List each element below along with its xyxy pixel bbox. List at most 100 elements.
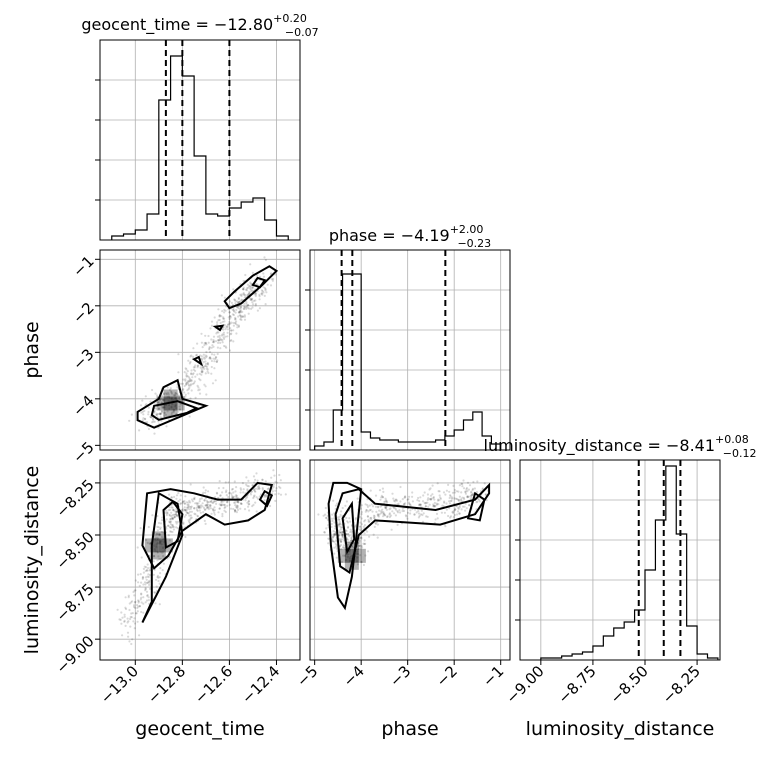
scatter-point <box>177 395 180 399</box>
scatter-point <box>173 516 176 519</box>
scatter-point <box>123 619 126 623</box>
scatter-point <box>227 316 230 319</box>
scatter-point <box>136 606 139 610</box>
scatter-point <box>221 333 224 336</box>
scatter-point <box>188 377 191 380</box>
scatter-point <box>180 403 183 406</box>
scatter-point <box>378 509 381 512</box>
marginal-panel-phase <box>305 249 511 451</box>
scatter-point <box>339 523 342 526</box>
scatter-point <box>204 341 207 344</box>
scatter-point <box>142 567 145 571</box>
scatter-point <box>212 501 215 504</box>
scatter-point <box>381 496 385 499</box>
scatter-point <box>133 606 137 610</box>
scatter-point <box>163 392 166 395</box>
scatter-point <box>253 490 256 493</box>
scatter-point <box>456 497 459 501</box>
scatter-point <box>190 505 193 508</box>
scatter-point <box>191 500 194 503</box>
scatter-point <box>183 509 186 512</box>
scatter-point <box>138 605 141 608</box>
scatter-point <box>260 292 263 295</box>
scatter-point <box>190 373 193 376</box>
scatter-point <box>406 498 409 501</box>
scatter-point <box>337 523 341 526</box>
scatter-point <box>483 482 486 485</box>
scatter-point <box>127 594 130 597</box>
scatter-point <box>207 506 210 509</box>
scatter-point <box>198 392 202 395</box>
scatter-point <box>205 365 209 368</box>
scatter-point <box>251 505 254 508</box>
scatter-point <box>331 513 334 516</box>
density-cell <box>337 555 345 563</box>
scatter-point <box>279 486 282 490</box>
ylabel-phase: phase <box>21 321 43 378</box>
scatter-point <box>227 492 230 495</box>
scatter-point <box>124 606 127 609</box>
scatter-point <box>334 542 337 545</box>
scatter-point <box>192 347 195 350</box>
x-tick-label: −9.00 <box>502 662 547 707</box>
scatter-point <box>274 499 277 502</box>
scatter-point <box>194 396 197 399</box>
scatter-point <box>254 299 257 302</box>
scatter-point <box>229 316 232 319</box>
scatter-point <box>176 392 179 395</box>
scatter-point <box>157 555 160 558</box>
scatter-point <box>147 427 150 431</box>
scatter-point <box>332 499 335 502</box>
scatter-point <box>325 527 328 530</box>
scatter-point <box>157 533 160 536</box>
scatter-point <box>195 353 198 356</box>
scatter-point <box>188 510 192 513</box>
scatter-point <box>433 504 436 507</box>
scatter-point <box>171 517 174 520</box>
scatter-point <box>461 505 465 508</box>
scatter-point <box>142 596 145 599</box>
scatter-point <box>350 539 353 542</box>
scatter-point <box>185 382 188 386</box>
scatter-point <box>162 536 165 539</box>
density-cell <box>151 531 159 539</box>
scatter-point <box>264 288 267 291</box>
scatter-point <box>186 381 189 384</box>
scatter-point <box>177 353 180 356</box>
scatter-point <box>272 277 275 281</box>
scatter-point <box>221 320 224 323</box>
scatter-point <box>263 287 267 290</box>
scatter-point <box>220 315 223 318</box>
scatter-point <box>243 302 246 305</box>
scatter-point <box>204 491 207 494</box>
scatter-point <box>333 517 336 520</box>
scatter-point <box>244 294 247 297</box>
scatter-point <box>160 394 164 397</box>
scatter-point <box>384 507 387 510</box>
contour <box>141 481 274 570</box>
scatter-point <box>197 506 200 509</box>
scatter-point <box>186 503 189 506</box>
x-tick-label: −1 <box>479 662 507 690</box>
scatter-point <box>243 305 246 308</box>
scatter-point <box>204 522 207 526</box>
scatter-point <box>146 575 149 578</box>
scatter-point <box>217 496 220 500</box>
scatter-point <box>223 320 226 323</box>
scatter-point <box>359 544 362 547</box>
scatter-point <box>123 613 126 616</box>
scatter-point <box>424 502 427 505</box>
scatter-point <box>129 625 132 628</box>
scatter-point <box>359 529 362 532</box>
scatter-point <box>265 493 268 496</box>
scatter-point <box>147 580 150 583</box>
scatter-point <box>137 600 140 603</box>
scatter-point <box>229 339 232 343</box>
scatter-point <box>218 315 221 318</box>
scatter-point <box>174 520 178 523</box>
scatter-point <box>208 356 212 359</box>
scatter-point <box>245 476 248 479</box>
scatter-point <box>181 382 184 385</box>
scatter-point <box>221 310 224 313</box>
scatter-point <box>156 525 159 529</box>
